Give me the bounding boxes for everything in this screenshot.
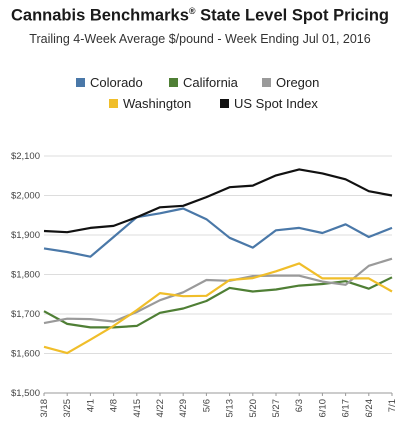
y-tick-label: $2,100 — [11, 151, 40, 162]
y-tick-label: $1,600 — [11, 349, 40, 360]
x-tick-label: 4/8 — [109, 399, 120, 412]
x-tick-label: 5/13 — [225, 399, 236, 418]
x-tick-label: 3/25 — [62, 399, 73, 418]
series-line-us-spot-index — [43, 168, 393, 234]
legend-label-colorado: Colorado — [90, 75, 143, 90]
x-tick-label: 7/1 — [387, 399, 398, 412]
x-tick-label: 5/27 — [271, 399, 282, 418]
x-tick-label: 5/20 — [248, 399, 259, 418]
x-tick-label: 4/15 — [132, 399, 143, 418]
legend-swatch-washington — [109, 99, 118, 108]
y-tick-label: $1,800 — [11, 270, 40, 281]
series-line-washington — [43, 262, 393, 355]
x-tick-label: 6/24 — [364, 399, 375, 418]
chart-subtitle: Trailing 4-Week Average $/pound - Week E… — [29, 32, 371, 46]
legend-swatch-us-spot-index — [220, 99, 229, 108]
y-tick-label: $1,500 — [11, 388, 40, 399]
chart-title: Cannabis Benchmarks® State Level Spot Pr… — [10, 6, 389, 25]
y-tick-label: $1,900 — [11, 230, 40, 241]
x-tick-label: 6/17 — [341, 399, 352, 418]
y-tick-label: $1,700 — [11, 309, 40, 320]
legend-label-oregon: Oregon — [276, 75, 319, 90]
series-line-colorado — [43, 207, 393, 258]
x-tick-label: 6/10 — [317, 399, 328, 418]
legend-swatch-california — [169, 78, 178, 87]
legend-swatch-oregon — [262, 78, 271, 87]
x-tick-label: 5/6 — [201, 399, 212, 412]
x-tick-label: 4/1 — [85, 399, 96, 412]
x-tick-label: 3/18 — [39, 399, 50, 418]
x-tick-label: 4/29 — [178, 399, 189, 418]
x-tick-label: 4/22 — [155, 399, 166, 418]
series-line-oregon — [43, 257, 393, 325]
legend-label-us-spot-index: US Spot Index — [234, 96, 318, 111]
x-tick-label: 6/3 — [294, 399, 305, 412]
legend-swatch-colorado — [76, 78, 85, 87]
y-tick-label: $2,000 — [11, 191, 40, 202]
legend-label-washington: Washington — [123, 96, 191, 111]
legend-label-california: California — [183, 75, 239, 90]
